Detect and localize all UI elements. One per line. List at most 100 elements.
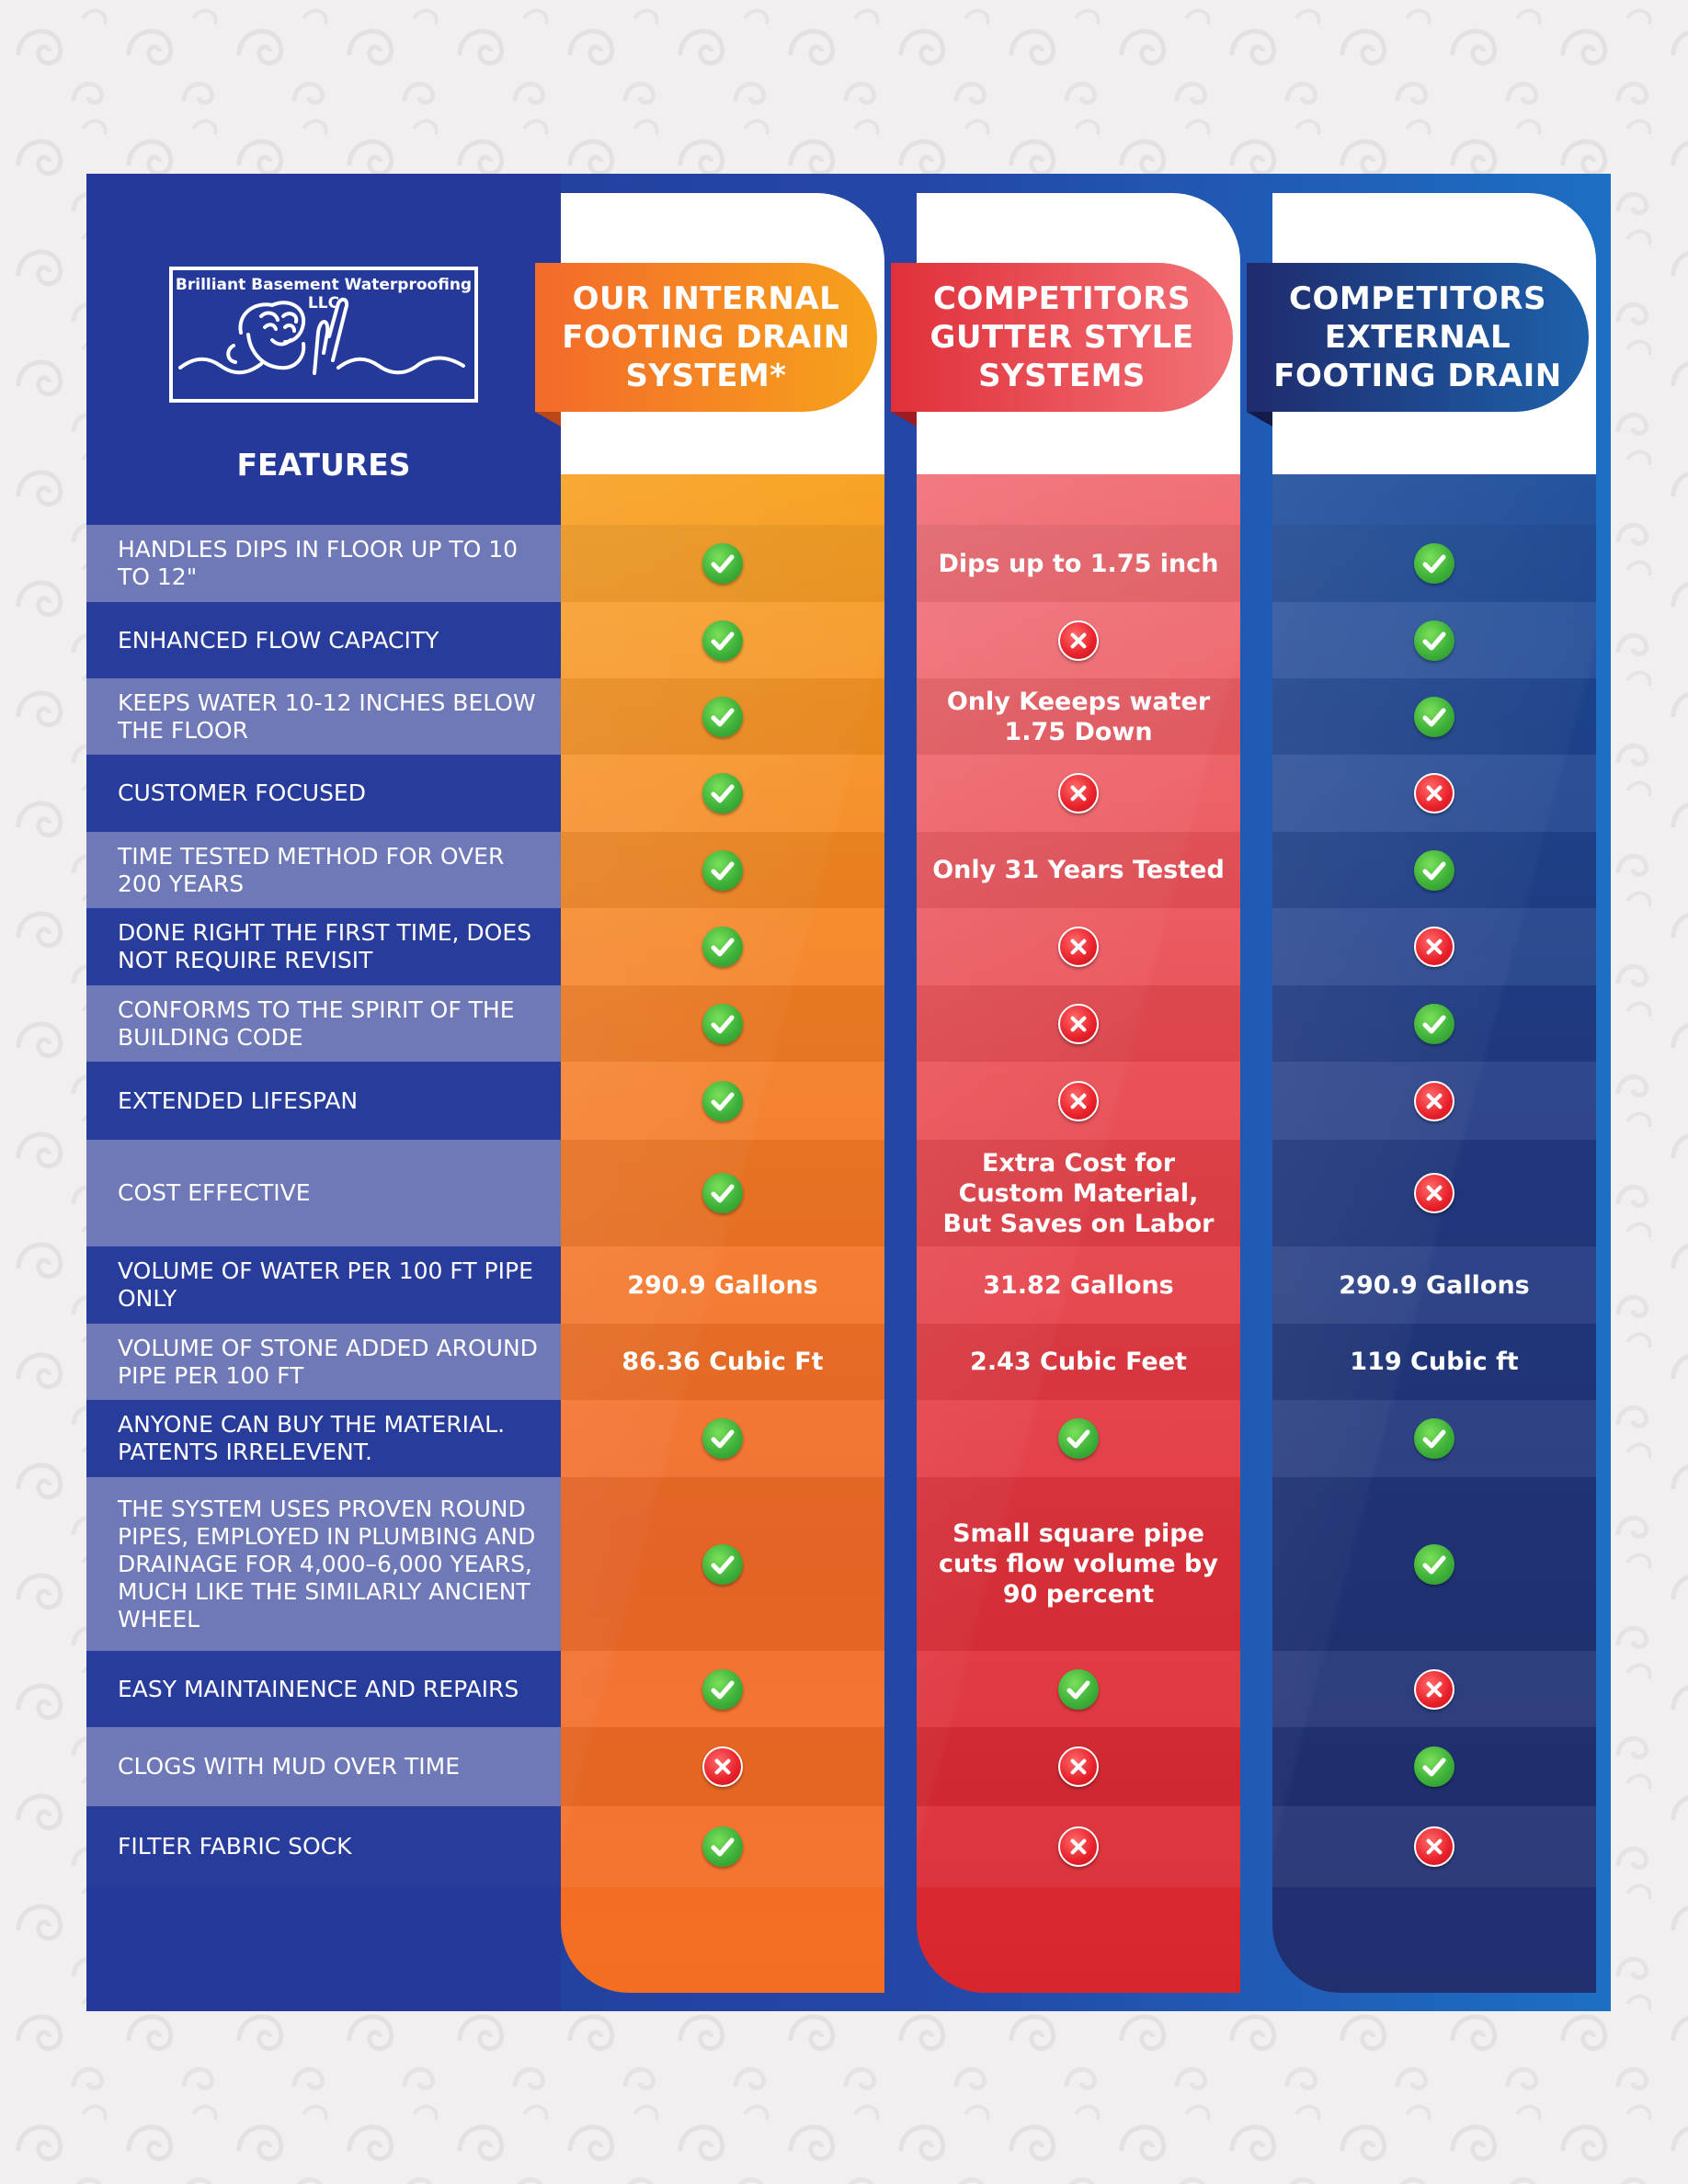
check-icon	[1058, 1418, 1099, 1459]
table-row: FILTER FABRIC SOCK	[0, 1806, 1688, 1887]
cell-text: 290.9 Gallons	[1339, 1270, 1530, 1300]
cell-gutter: Dips up to 1.75 inch	[917, 525, 1240, 602]
brand-logo: Brilliant Basement Waterproofing LLC	[169, 267, 478, 403]
table-row: THE SYSTEM USES PROVEN ROUND PIPES, EMPL…	[0, 1477, 1688, 1651]
table-row: VOLUME OF WATER PER 100 FT PIPE ONLY 290.…	[0, 1246, 1688, 1324]
cross-icon	[1414, 1173, 1454, 1213]
table-row: CONFORMS TO THE SPIRIT OF THE BUILDING C…	[0, 985, 1688, 1062]
table-row: DONE RIGHT THE FIRST TIME, DOES NOT REQU…	[0, 908, 1688, 985]
table-row: ENHANCED FLOW CAPACITY	[0, 602, 1688, 678]
cell-gutter: 31.82 Gallons	[917, 1246, 1240, 1324]
feature-label: THE SYSTEM USES PROVEN ROUND PIPES, EMPL…	[86, 1477, 561, 1651]
cell-internal	[561, 755, 884, 832]
feature-label: CUSTOMER FOCUSED	[86, 755, 561, 832]
cross-icon	[1058, 620, 1099, 661]
table-row: ANYONE CAN BUY THE MATERIAL. PATENTS IRR…	[0, 1400, 1688, 1477]
cell-internal	[561, 678, 884, 755]
cell-external	[1272, 985, 1596, 1062]
cell-external	[1272, 832, 1596, 908]
cell-text: Only Keeeps water 1.75 Down	[946, 687, 1211, 746]
feature-label: CLOGS WITH MUD OVER TIME	[86, 1727, 561, 1806]
cross-icon	[1414, 1668, 1454, 1710]
cell-internal	[561, 1140, 884, 1246]
feature-label: ANYONE CAN BUY THE MATERIAL. PATENTS IRR…	[86, 1400, 561, 1477]
check-icon	[702, 620, 743, 661]
cell-gutter	[917, 1806, 1240, 1887]
table-row: VOLUME OF STONE ADDED AROUND PIPE PER 10…	[0, 1324, 1688, 1400]
feature-label: EXTENDED LIFESPAN	[86, 1062, 561, 1140]
cross-icon	[1058, 927, 1099, 967]
cell-internal	[561, 1727, 884, 1806]
cross-icon	[1058, 1826, 1099, 1867]
feature-label: FILTER FABRIC SOCK	[86, 1806, 561, 1887]
table-row: CUSTOMER FOCUSED	[0, 755, 1688, 832]
cross-icon	[1058, 1080, 1099, 1121]
feature-label: EASY MAINTAINENCE AND REPAIRS	[86, 1651, 561, 1727]
cell-internal	[561, 525, 884, 602]
cell-gutter: 2.43 Cubic Feet	[917, 1324, 1240, 1400]
check-icon	[1414, 543, 1454, 584]
check-icon	[702, 696, 743, 737]
table-row: CLOGS WITH MUD OVER TIME	[0, 1727, 1688, 1806]
cell-internal: 290.9 Gallons	[561, 1246, 884, 1324]
cell-external	[1272, 525, 1596, 602]
cell-gutter: Small square pipe cuts flow volume by 90…	[917, 1477, 1240, 1651]
check-icon	[702, 927, 743, 967]
cell-external: 119 Cubic ft	[1272, 1324, 1596, 1400]
cell-external	[1272, 602, 1596, 678]
cell-external	[1272, 1400, 1596, 1477]
cross-icon	[1414, 927, 1454, 967]
check-icon	[1414, 849, 1454, 891]
cross-icon	[1414, 773, 1454, 813]
cell-gutter	[917, 602, 1240, 678]
table-row: HANDLES DIPS IN FLOOR UP TO 10 TO 12" Dip…	[0, 525, 1688, 602]
check-icon	[702, 1080, 743, 1121]
logo-drawing	[178, 297, 465, 375]
cell-internal	[561, 1400, 884, 1477]
check-icon	[702, 1826, 743, 1867]
cell-external	[1272, 1727, 1596, 1806]
table-row: EASY MAINTAINENCE AND REPAIRS	[0, 1651, 1688, 1727]
feature-label: TIME TESTED METHOD FOR OVER 200 YEARS	[86, 832, 561, 908]
feature-label: HANDLES DIPS IN FLOOR UP TO 10 TO 12"	[86, 525, 561, 602]
check-icon	[1414, 1543, 1454, 1585]
cell-gutter	[917, 755, 1240, 832]
cross-icon	[702, 1746, 743, 1787]
cell-internal	[561, 908, 884, 985]
cell-internal	[561, 1651, 884, 1727]
cell-gutter	[917, 908, 1240, 985]
header-external-drain: COMPETITORS EXTERNAL FOOTING DRAIN	[1247, 263, 1589, 412]
feature-label: DONE RIGHT THE FIRST TIME, DOES NOT REQU…	[86, 908, 561, 985]
cell-internal	[561, 985, 884, 1062]
feature-label: CONFORMS TO THE SPIRIT OF THE BUILDING C…	[86, 985, 561, 1062]
cell-internal	[561, 1477, 884, 1651]
cell-text: Small square pipe cuts flow volume by 90…	[939, 1519, 1218, 1609]
cross-icon	[1058, 1003, 1099, 1044]
cell-external: 290.9 Gallons	[1272, 1246, 1596, 1324]
feature-label: ENHANCED FLOW CAPACITY	[86, 602, 561, 678]
check-icon	[1414, 1003, 1454, 1044]
cell-internal	[561, 1806, 884, 1887]
cross-icon	[1058, 1746, 1099, 1787]
check-icon	[702, 849, 743, 891]
cross-icon	[1414, 1826, 1454, 1867]
cell-external	[1272, 755, 1596, 832]
check-icon	[702, 1543, 743, 1585]
check-icon	[702, 1003, 743, 1044]
cell-external	[1272, 908, 1596, 985]
cell-internal: 86.36 Cubic Ft	[561, 1324, 884, 1400]
cell-gutter	[917, 1651, 1240, 1727]
cell-text: 86.36 Cubic Ft	[622, 1348, 824, 1376]
check-icon	[702, 1173, 743, 1213]
feature-label: KEEPS WATER 10-12 INCHES BELOW THE FLOOR	[86, 678, 561, 755]
feature-label: VOLUME OF STONE ADDED AROUND PIPE PER 10…	[86, 1324, 561, 1400]
check-icon	[1414, 696, 1454, 737]
check-icon	[1414, 1418, 1454, 1459]
cross-icon	[1058, 773, 1099, 813]
cell-text: Dips up to 1.75 inch	[938, 549, 1219, 578]
check-icon	[1414, 1746, 1454, 1787]
cell-gutter	[917, 1400, 1240, 1477]
feature-label: COST EFFECTIVE	[86, 1140, 561, 1246]
check-icon	[702, 773, 743, 813]
cell-text: 31.82 Gallons	[983, 1270, 1174, 1300]
